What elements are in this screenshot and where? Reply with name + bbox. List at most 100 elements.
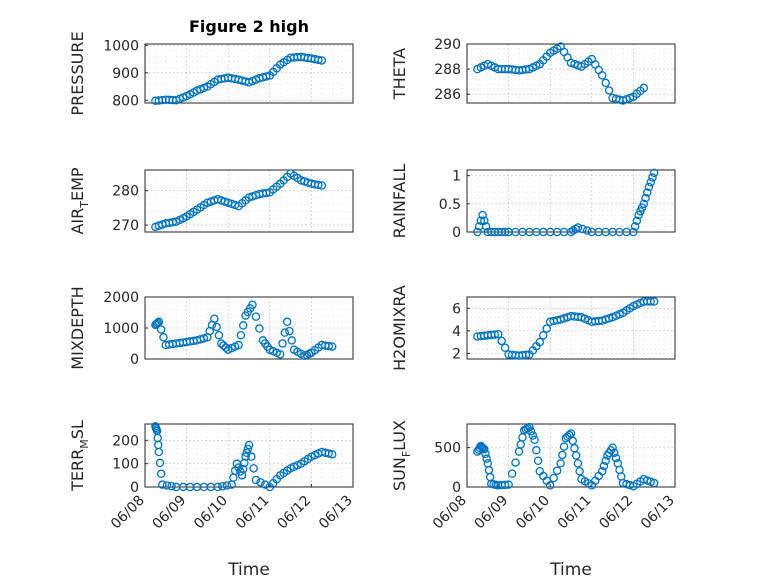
y-tick-label: 2000 [103,290,139,306]
y-tick-label: 500 [434,441,461,457]
data-point [545,481,555,490]
x-tick-label: 06/09 [150,493,190,533]
y-tick-label: 0 [130,352,139,368]
data-point [324,449,333,458]
data-point [241,452,250,461]
x-tick-label: 06/08 [108,493,148,533]
data-point [162,481,172,490]
data-point [262,188,271,198]
data-point [511,458,520,467]
y-tick-label: 100 [112,457,139,473]
data-point [542,324,551,333]
data-point [571,451,581,460]
data-point [243,444,253,454]
data-point [156,469,166,479]
data-point [597,466,607,476]
panel-border [144,423,354,488]
data-point [582,226,592,235]
data-point [644,182,654,192]
data-point [221,343,231,352]
data-point [532,445,541,455]
y-axis-label: SUNFLUX [390,420,413,491]
y-axis-label: THETA [390,48,409,100]
data-point [287,336,297,345]
data-point [630,222,640,231]
y-tick-label: 800 [112,93,139,109]
data-point [477,442,487,452]
y-tick-label: 1000 [103,321,139,337]
data-point [248,300,257,309]
y-axis-label: MIXDEPTH [68,286,87,369]
data-point [212,322,221,332]
data-point [159,333,168,342]
data-point [282,317,292,327]
data-point [317,181,327,190]
data-point [500,227,510,237]
data-point [539,331,548,340]
data-point [556,459,565,468]
data-point [649,478,659,488]
data-point [500,343,510,352]
x-tick-label: 06/13 [638,493,678,533]
data-point [278,339,287,348]
data-point [222,481,232,490]
data-point [601,78,610,88]
data-point [213,482,223,492]
data-point [314,55,323,65]
data-point [521,350,531,360]
data-point [533,456,543,465]
y-tick-label: 900 [112,66,139,82]
data-point [167,481,176,491]
data-point [260,480,270,489]
panel-border [466,423,676,488]
data-point [155,458,165,468]
data-point [256,478,265,487]
data-point [481,222,491,231]
data-point [249,464,258,473]
x-tick-label: 06/10 [513,493,553,533]
data-point [247,452,256,461]
x-tick-label: 06/13 [316,493,356,533]
data-point [578,224,587,234]
data-point [480,216,489,225]
y-tick-label: 0.5 [439,197,461,213]
x-tick-label: 06/12 [274,493,314,533]
data-point [217,339,226,348]
data-point [573,459,583,468]
data-point [559,442,569,451]
data-point [473,227,482,237]
y-tick-label: 0 [130,480,139,496]
data-point [639,83,649,93]
data-point [156,325,166,334]
data-point [610,448,619,458]
data-point [528,431,538,440]
data-point [535,337,545,347]
data-point [601,456,610,465]
x-tick-label: 06/12 [596,493,636,533]
y-tick-label: 1000 [103,38,139,54]
panel-border [466,296,676,360]
data-point [530,435,539,444]
data-point [639,199,649,209]
data-point [629,227,638,237]
data-point [237,471,247,480]
data-point [234,340,243,350]
data-point [285,326,294,336]
data-point [214,330,224,340]
y-axis-label: AIRTEMP [68,167,91,234]
data-point [597,71,607,80]
data-point [490,330,499,339]
x-tick-label: 06/11 [555,493,595,533]
data-point [646,297,655,306]
data-point [497,336,506,346]
data-point [507,469,517,478]
y-tick-label: 0 [452,480,461,496]
y-tick-label: 2 [452,346,461,362]
data-point [199,334,209,343]
panel-border [466,169,676,233]
data-point [575,466,584,476]
data-point [493,329,503,339]
x-tick-label: 06/10 [191,493,231,533]
y-tick-label: 286 [434,87,461,103]
data-point [153,318,162,328]
